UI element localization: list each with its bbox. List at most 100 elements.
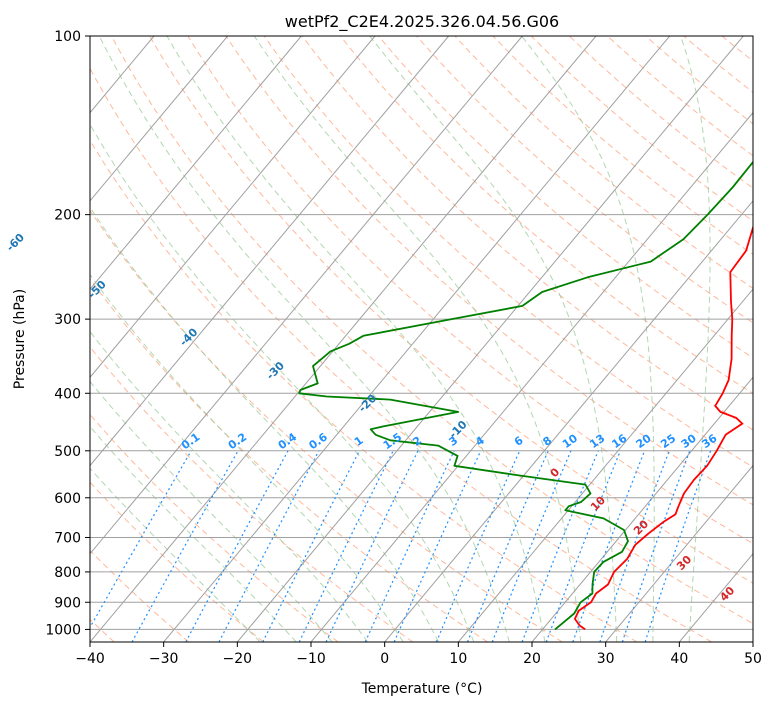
moist-adiabat-line bbox=[90, 123, 475, 642]
x-tick-label: 10 bbox=[449, 651, 467, 667]
dry-adiabat-line bbox=[416, 36, 753, 324]
mixing-ratio-line bbox=[572, 450, 646, 642]
mixing-ratio-line bbox=[644, 450, 712, 642]
dry-adiabat-line bbox=[90, 67, 712, 642]
mixing-ratio-label: 10 bbox=[560, 431, 580, 451]
y-tick-label: 200 bbox=[54, 208, 81, 224]
moist-adiabat-line bbox=[369, 36, 618, 642]
isotherm-line bbox=[163, 36, 671, 642]
mixing-ratio-label: 1.5 bbox=[381, 430, 404, 452]
isotherm-line bbox=[90, 36, 302, 290]
dry-adiabat-line bbox=[90, 139, 638, 642]
dry-adiabat-line bbox=[187, 36, 753, 545]
isotherm-line bbox=[752, 641, 753, 642]
line-labels: 0.10.20.40.611.52346810131620253036-100-… bbox=[4, 231, 738, 604]
mixing-ratio-label: 6 bbox=[512, 434, 526, 449]
profile-lines bbox=[298, 160, 753, 631]
x-tick-label: −10 bbox=[296, 651, 326, 667]
moist-adiabat-line bbox=[90, 425, 297, 642]
moist-adiabat-label: 0 bbox=[548, 465, 563, 480]
x-tick-label: 30 bbox=[597, 651, 615, 667]
moist-adiabat-label: 40 bbox=[717, 584, 737, 604]
isotherm-line bbox=[384, 200, 753, 642]
x-tick-label: 20 bbox=[523, 651, 541, 667]
mixing-ratio-label: 20 bbox=[634, 431, 654, 451]
mixing-ratio-line bbox=[90, 450, 192, 629]
y-tick-label: 600 bbox=[54, 491, 81, 507]
moist-adiabat-line bbox=[166, 36, 546, 642]
chart-title: wetPf2_C2E4.2025.326.04.56.G06 bbox=[285, 12, 559, 32]
mixing-ratio-label: 36 bbox=[700, 431, 720, 451]
moist-adiabat-line bbox=[680, 36, 711, 642]
dry-adiabat-line bbox=[149, 36, 753, 584]
mixing-ratio-line bbox=[521, 450, 599, 642]
mixing-ratio-label: 2 bbox=[410, 434, 424, 449]
isotherm-line bbox=[90, 36, 376, 379]
mixing-ratio-line bbox=[545, 450, 621, 642]
mixing-ratio-label: 16 bbox=[609, 431, 629, 451]
x-axis-label: Temperature (°C) bbox=[361, 681, 483, 697]
dry-adiabat-line bbox=[378, 36, 753, 359]
isotherm-line bbox=[90, 36, 450, 467]
mixing-ratio-label: 4 bbox=[473, 434, 487, 449]
mixing-ratio-line bbox=[466, 450, 549, 642]
isotherm-line bbox=[310, 111, 753, 642]
moist-adiabat-line bbox=[90, 206, 439, 642]
dewpoint-profile bbox=[298, 160, 753, 631]
dry-adiabat-label: -40 bbox=[177, 325, 200, 348]
dry-adiabat-label: -20 bbox=[356, 392, 379, 415]
y-tick-label: 400 bbox=[54, 386, 81, 402]
y-tick-label: 100 bbox=[54, 29, 81, 45]
moist-adiabat-line bbox=[90, 273, 404, 642]
isotherm-line bbox=[90, 36, 523, 555]
dry-adiabat-line bbox=[90, 549, 190, 642]
x-tick-label: −30 bbox=[149, 651, 179, 667]
mixing-ratio-line bbox=[491, 450, 572, 642]
moist-adiabat-line bbox=[253, 36, 582, 642]
dry-adiabat-line bbox=[645, 36, 753, 125]
dry-adiabat-line bbox=[90, 481, 264, 642]
isotherm-line bbox=[531, 376, 753, 642]
dry-adiabat-label: -60 bbox=[4, 231, 27, 254]
y-tick-label: 500 bbox=[54, 444, 81, 460]
moist-adiabat-line bbox=[90, 330, 369, 642]
y-tick-label: 700 bbox=[54, 531, 81, 547]
isotherm-line bbox=[678, 552, 753, 642]
dry-adiabat-line bbox=[721, 36, 753, 62]
moist-adiabat-label: 10 bbox=[588, 493, 608, 513]
moist-adiabat-line bbox=[90, 380, 333, 642]
isotherm-line bbox=[90, 36, 229, 202]
mixing-ratio-label: 30 bbox=[679, 431, 699, 451]
dry-adiabat-line bbox=[111, 36, 753, 625]
plot-frame bbox=[89, 35, 754, 643]
isotherm-line bbox=[605, 464, 753, 642]
dry-adiabat-line bbox=[90, 209, 563, 642]
dry-adiabat-line bbox=[568, 36, 753, 189]
mixing-ratio-line bbox=[185, 450, 289, 642]
x-tick-label: 50 bbox=[744, 651, 762, 667]
dry-adiabat-line bbox=[340, 36, 753, 395]
moist-adiabat-line bbox=[521, 36, 655, 642]
dry-adiabat-line bbox=[492, 36, 753, 256]
background-lines bbox=[0, 36, 775, 642]
isotherm-line bbox=[457, 288, 753, 642]
isotherm-line bbox=[0, 36, 7, 642]
dry-adiabat-line bbox=[90, 346, 414, 642]
isotherm-line bbox=[90, 36, 597, 642]
y-tick-label: 900 bbox=[54, 595, 81, 611]
isotherm-line bbox=[236, 36, 744, 642]
mixing-ratio-line bbox=[262, 450, 361, 642]
mixing-ratio-line bbox=[621, 450, 691, 642]
moist-adiabat-line bbox=[90, 467, 261, 642]
dry-adiabat-line bbox=[760, 36, 775, 642]
dry-adiabat-line bbox=[90, 413, 339, 642]
mixing-ratio-line bbox=[393, 450, 482, 642]
y-axis-label: Pressure (hPa) bbox=[12, 289, 28, 389]
x-tick-label: 0 bbox=[380, 651, 389, 667]
mixing-ratio-line bbox=[435, 450, 521, 642]
mixing-ratio-label: 0.2 bbox=[226, 430, 249, 452]
y-tick-label: 800 bbox=[54, 565, 81, 581]
moist-adiabat-line bbox=[98, 36, 510, 642]
mixing-ratio-line bbox=[325, 450, 419, 642]
